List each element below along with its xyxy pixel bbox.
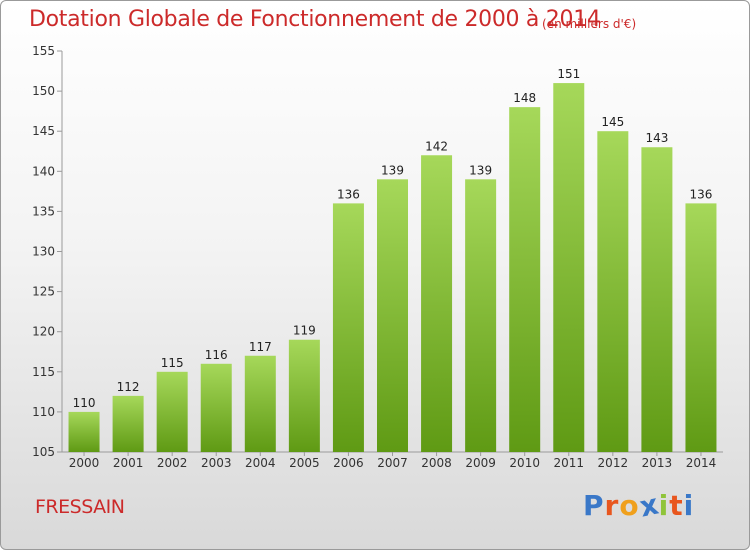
- chart-title: Dotation Globale de Fonctionnement de 20…: [29, 7, 601, 32]
- y-tick-label: 110: [32, 405, 55, 419]
- bar-2012: [597, 131, 629, 452]
- bar-2004: [244, 355, 276, 452]
- bar-value-label: 112: [117, 380, 140, 394]
- x-tick-label: 2007: [377, 456, 408, 470]
- bar-value-label: 145: [601, 115, 624, 129]
- bar-value-label: 142: [425, 139, 448, 153]
- x-tick-label: 2004: [245, 456, 276, 470]
- x-tick-label: 2012: [598, 456, 629, 470]
- bar-2010: [509, 107, 541, 452]
- bar-value-label: 143: [645, 131, 668, 145]
- bar-value-label: 119: [293, 324, 316, 338]
- logo-letter: o: [619, 489, 640, 522]
- x-tick-label: 2006: [333, 456, 364, 470]
- logo-letter: i: [658, 489, 670, 522]
- y-tick-label: 145: [32, 124, 55, 138]
- bar-value-label: 110: [73, 396, 96, 410]
- y-tick-label: 135: [32, 204, 55, 218]
- bar-2011: [553, 83, 585, 452]
- bar-2013: [641, 147, 673, 453]
- x-axis: 2000 2001 2002 2003 2004 2005 2006 2007 2008 2009…: [62, 451, 723, 470]
- x-tick-label: 2011: [553, 456, 584, 470]
- x-tick-label: 2001: [113, 456, 144, 470]
- y-tick-label: 140: [32, 164, 55, 178]
- commune-name: FRESSAIN: [35, 496, 125, 518]
- bar-2008: [421, 155, 453, 452]
- bar-2005: [288, 339, 320, 452]
- logo-letter: i: [683, 489, 695, 522]
- bar-value-label: 136: [690, 187, 713, 201]
- x-tick-label: 2008: [421, 456, 452, 470]
- y-tick-label: 115: [32, 365, 55, 379]
- bar-value-label: 136: [337, 187, 360, 201]
- bar-value-label: 116: [205, 348, 228, 362]
- bar-value-label: 115: [161, 356, 184, 370]
- bar-2014: [685, 203, 717, 452]
- bar-2002: [156, 371, 188, 452]
- logo-letter: P: [583, 489, 605, 522]
- bar-2006: [332, 203, 364, 452]
- y-tick-label: 120: [32, 325, 55, 339]
- proxiti-logo[interactable]: Proxiti: [583, 487, 695, 523]
- bar-value-label: 139: [469, 163, 492, 177]
- logo-letter: r: [604, 489, 620, 522]
- bar-value-label: 151: [557, 67, 580, 81]
- bar-2000: [68, 411, 100, 452]
- chart-subtitle: (en milliers d'€): [542, 17, 637, 31]
- bar-2007: [377, 179, 408, 452]
- y-tick-label: 125: [32, 285, 55, 299]
- bar-value-label: 117: [249, 340, 272, 354]
- x-tick-label: 2000: [69, 456, 100, 470]
- x-tick-label: 2014: [686, 456, 717, 470]
- bar-value-label: 139: [381, 163, 404, 177]
- x-tick-label: 2013: [642, 456, 673, 470]
- x-tick-label: 2002: [157, 456, 188, 470]
- y-axis: 105 110 115 120 125 130 135 140 145 150 155: [32, 44, 63, 459]
- bar-value-label: 148: [513, 91, 536, 105]
- y-tick-label: 150: [32, 84, 55, 98]
- bar-2003: [200, 363, 232, 452]
- y-tick-label: 130: [32, 245, 55, 259]
- x-tick-label: 2009: [465, 456, 496, 470]
- x-tick-label: 2010: [509, 456, 540, 470]
- x-tick-label: 2005: [289, 456, 320, 470]
- bar-2009: [465, 179, 497, 452]
- x-tick-label: 2003: [201, 456, 232, 470]
- logo-letter: t: [669, 489, 684, 522]
- y-tick-label: 155: [32, 44, 55, 58]
- y-tick-label: 105: [32, 445, 55, 459]
- bars: 110 112 115 116 117 119 136 139 142 139 148 151 145 1…: [68, 67, 717, 453]
- bar-2001: [112, 395, 144, 452]
